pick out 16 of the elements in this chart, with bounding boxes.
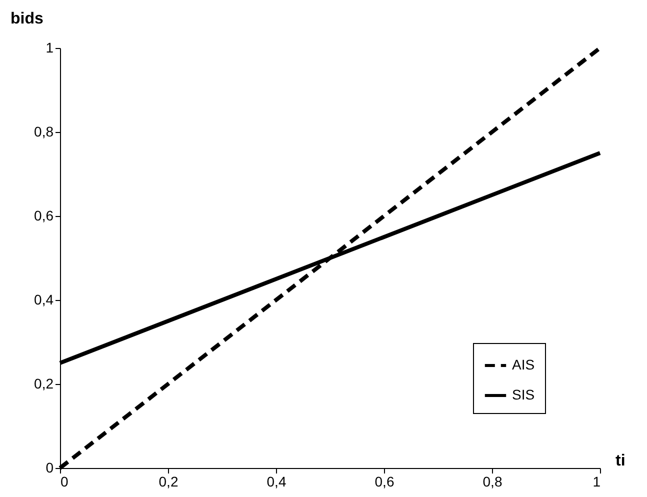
x-tick-label: 0,2: [158, 474, 178, 490]
y-tick-label: 0,2: [34, 376, 54, 392]
y-tick-label: 0,6: [34, 208, 54, 224]
y-tick-label: 1: [46, 40, 54, 56]
x-tick-label: 0,4: [266, 474, 286, 490]
x-tick-label: 1: [592, 474, 601, 490]
x-tick-label: 0: [60, 474, 68, 490]
y-tick-label: 0,8: [34, 124, 54, 140]
x-tick-label: 0,8: [482, 474, 502, 490]
y-tick-label: 0,4: [34, 292, 54, 308]
legend-label: AIS: [512, 356, 535, 372]
y-axis-title: bids: [10, 10, 44, 28]
legend-label: SIS: [512, 386, 535, 402]
y-tick-label: 0: [46, 460, 54, 476]
x-tick-label: 0,6: [374, 474, 394, 490]
x-axis-title: ti: [616, 452, 626, 470]
